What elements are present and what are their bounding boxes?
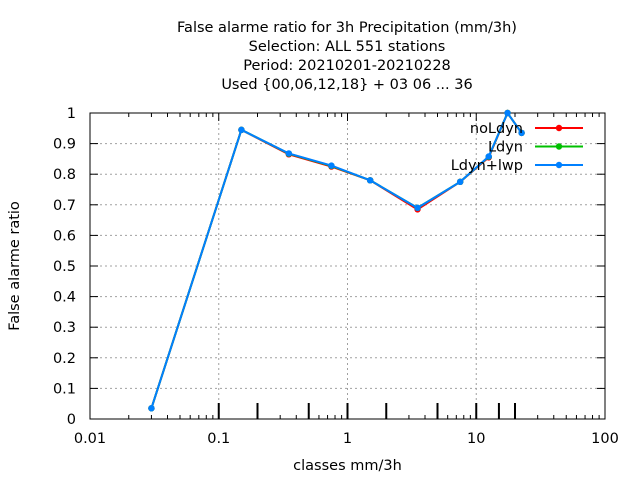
x-axis-label: classes mm/3h (293, 458, 402, 474)
data-point (414, 204, 421, 212)
legend-label: Ldyn+lwp (451, 158, 523, 174)
data-point (366, 177, 374, 184)
series-2 (148, 109, 525, 412)
grid (90, 113, 605, 419)
y-tick-label: 0.4 (53, 290, 76, 306)
x-tick-label: 0.1 (207, 431, 230, 447)
y-tick-label: 0.3 (53, 320, 76, 336)
legend: noLdyn Ldyn Ldyn+lwp (451, 121, 583, 174)
y-tick-label: 0.5 (53, 259, 76, 275)
x-tick-label: 1 (343, 431, 352, 447)
legend-marker (555, 161, 563, 169)
y-axis: 0 0.1 0.2 0.3 0.4 0.5 0.6 0.7 0.8 0.9 1 (53, 106, 605, 428)
data-point (238, 126, 245, 134)
data-point (148, 405, 155, 412)
y-tick-label: 0.8 (53, 167, 76, 183)
legend-marker (555, 124, 563, 132)
title-line: Selection: ALL 551 stations (249, 39, 446, 55)
title-line: Period: 20210201-20210228 (243, 58, 451, 74)
x-tick-label: 10 (467, 431, 485, 447)
y-tick-label: 0.6 (53, 228, 76, 244)
data-point (456, 178, 464, 186)
data-point (504, 109, 511, 117)
series-0 (148, 109, 525, 412)
y-tick-label: 0.2 (53, 351, 76, 367)
x-axis: 0.01 0.1 1 10 100 (74, 113, 619, 447)
y-tick-label: 1 (67, 106, 76, 122)
series-line (150, 110, 523, 409)
data-point (485, 153, 492, 160)
y-tick-label: 0.9 (53, 137, 76, 153)
x-tick-label: 0.01 (74, 431, 106, 447)
x-tick-label: 100 (591, 431, 619, 447)
legend-label: noLdyn (470, 121, 523, 137)
y-axis-label: False alarme ratio (7, 201, 23, 331)
data-point (328, 162, 335, 169)
title-line: Used {00,06,12,18} + 03 06 ... 36 (221, 77, 472, 93)
title-line: False alarme ratio for 3h Precipitation … (177, 20, 517, 36)
legend-label: Ldyn (488, 140, 523, 156)
data-point (285, 150, 292, 157)
series-1 (148, 109, 525, 412)
y-tick-label: 0 (67, 412, 76, 428)
legend-marker (555, 143, 563, 150)
data-point (518, 129, 525, 137)
y-tick-label: 0.7 (53, 198, 76, 214)
chart-title: False alarme ratio for 3h Precipitation … (177, 20, 517, 93)
series (148, 109, 525, 412)
y-tick-label: 0.1 (53, 381, 76, 397)
